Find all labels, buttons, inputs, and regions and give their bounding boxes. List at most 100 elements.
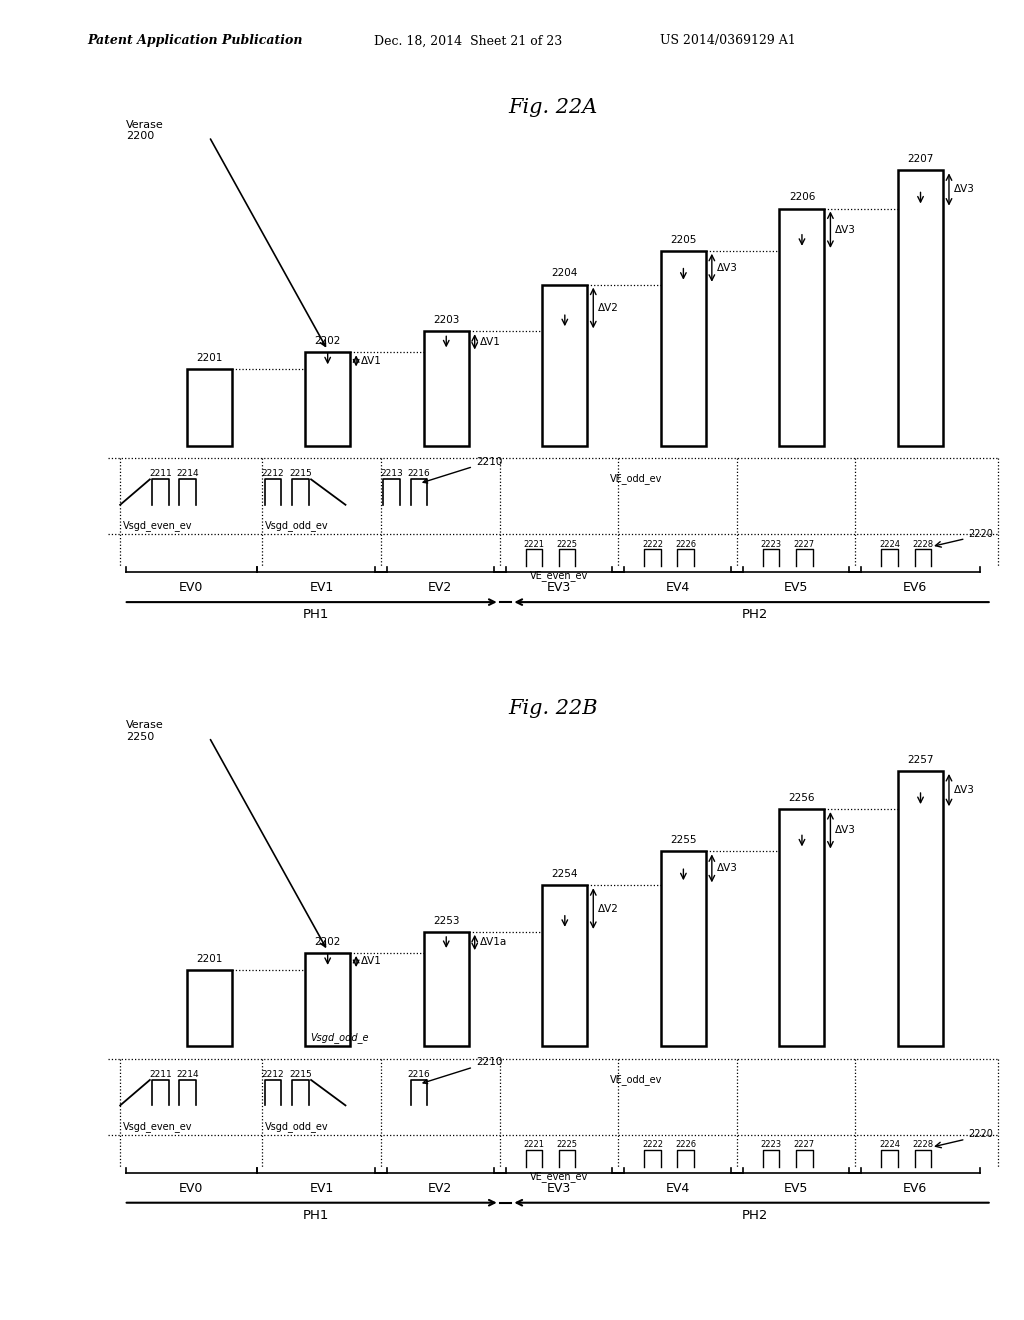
Bar: [660, 251, 706, 446]
Text: 2215: 2215: [289, 469, 311, 478]
Text: 2215: 2215: [289, 1069, 311, 1078]
Text: 2205: 2205: [670, 235, 696, 244]
Bar: [779, 209, 824, 446]
Text: PH2: PH2: [741, 609, 768, 622]
Text: Verase
2250: Verase 2250: [126, 721, 164, 742]
Text: 2214: 2214: [176, 469, 199, 478]
Text: EV4: EV4: [666, 581, 689, 594]
Text: ΔV1: ΔV1: [360, 356, 382, 366]
Text: Vsgd_odd_ev: Vsgd_odd_ev: [265, 1121, 329, 1131]
Text: 2256: 2256: [788, 793, 815, 803]
Text: ΔV1: ΔV1: [479, 337, 501, 347]
Text: 2201: 2201: [196, 953, 222, 964]
Text: 2204: 2204: [552, 268, 578, 279]
Text: ΔV3: ΔV3: [717, 863, 737, 874]
Text: ΔV2: ΔV2: [598, 904, 618, 913]
Text: 2224: 2224: [880, 1140, 900, 1150]
Text: 2213: 2213: [380, 469, 403, 478]
Text: EV6: EV6: [902, 581, 927, 594]
Text: EV3: EV3: [547, 1181, 571, 1195]
Text: VE_even_ev: VE_even_ev: [529, 1171, 588, 1181]
Text: ΔV3: ΔV3: [953, 185, 975, 194]
Text: 2224: 2224: [880, 540, 900, 549]
Text: 2221: 2221: [523, 1140, 545, 1150]
Text: 2220: 2220: [968, 1129, 993, 1139]
Text: 2227: 2227: [794, 540, 815, 549]
Text: 2226: 2226: [675, 1140, 696, 1150]
Text: 2222: 2222: [642, 1140, 664, 1150]
Text: ΔV3: ΔV3: [836, 825, 856, 836]
Bar: [898, 771, 943, 1047]
Text: 2211: 2211: [150, 1069, 172, 1078]
Text: 2220: 2220: [968, 528, 993, 539]
Text: 2228: 2228: [912, 540, 934, 549]
Text: ΔV3: ΔV3: [953, 785, 975, 795]
Bar: [424, 932, 469, 1047]
Text: EV5: EV5: [783, 581, 808, 594]
Text: 2203: 2203: [433, 315, 460, 325]
Text: Verase
2200: Verase 2200: [126, 120, 164, 141]
Text: 2202: 2202: [314, 937, 341, 946]
Bar: [543, 886, 588, 1047]
Text: 2222: 2222: [642, 540, 664, 549]
Text: ΔV3: ΔV3: [717, 263, 737, 273]
Text: 2211: 2211: [150, 469, 172, 478]
Text: VE_odd_ev: VE_odd_ev: [609, 474, 663, 484]
Text: EV2: EV2: [428, 581, 453, 594]
Text: ΔV2: ΔV2: [598, 304, 618, 313]
Text: Vsgd_odd_ev: Vsgd_odd_ev: [265, 520, 329, 531]
Text: 2257: 2257: [907, 755, 934, 764]
Text: 2223: 2223: [761, 540, 781, 549]
Bar: [305, 352, 350, 446]
Text: ΔV1a: ΔV1a: [479, 937, 507, 948]
Text: 2227: 2227: [794, 1140, 815, 1150]
Text: US 2014/0369129 A1: US 2014/0369129 A1: [660, 34, 797, 48]
Text: 2202: 2202: [314, 337, 341, 346]
Text: PH1: PH1: [303, 1209, 329, 1222]
Text: VE_odd_ev: VE_odd_ev: [609, 1074, 663, 1085]
Text: 2210: 2210: [423, 457, 502, 483]
Text: 2226: 2226: [675, 540, 696, 549]
Bar: [898, 170, 943, 446]
Text: EV3: EV3: [547, 581, 571, 594]
Text: EV2: EV2: [428, 1181, 453, 1195]
Text: PH1: PH1: [303, 609, 329, 622]
Text: Fig. 22A: Fig. 22A: [508, 99, 598, 117]
Text: 2210: 2210: [423, 1057, 502, 1084]
Bar: [424, 331, 469, 446]
Text: 2214: 2214: [176, 1069, 199, 1078]
Text: 2228: 2228: [912, 1140, 934, 1150]
Text: EV4: EV4: [666, 1181, 689, 1195]
Text: Vsgd_even_ev: Vsgd_even_ev: [123, 1121, 193, 1131]
Text: Vsgd_even_ev: Vsgd_even_ev: [123, 520, 193, 531]
Text: EV0: EV0: [179, 581, 204, 594]
Text: ΔV1: ΔV1: [360, 957, 382, 966]
Text: EV1: EV1: [309, 1181, 334, 1195]
Text: 2216: 2216: [408, 1069, 430, 1078]
Bar: [186, 370, 231, 446]
Bar: [305, 953, 350, 1047]
Bar: [186, 970, 231, 1047]
Text: 2216: 2216: [408, 469, 430, 478]
Text: Fig. 22B: Fig. 22B: [508, 700, 598, 718]
Text: VE_even_ev: VE_even_ev: [529, 570, 588, 581]
Text: EV1: EV1: [309, 581, 334, 594]
Text: Dec. 18, 2014  Sheet 21 of 23: Dec. 18, 2014 Sheet 21 of 23: [374, 34, 562, 48]
Bar: [779, 809, 824, 1047]
Text: EV5: EV5: [783, 1181, 808, 1195]
Text: PH2: PH2: [741, 1209, 768, 1222]
Text: 2207: 2207: [907, 154, 934, 164]
Text: 2225: 2225: [557, 540, 578, 549]
Text: Vsgd_odd_e: Vsgd_odd_e: [310, 1032, 369, 1043]
Text: Patent Application Publication: Patent Application Publication: [87, 34, 302, 48]
Text: EV6: EV6: [902, 1181, 927, 1195]
Text: 2223: 2223: [761, 1140, 781, 1150]
Text: 2206: 2206: [788, 193, 815, 202]
Text: 2201: 2201: [196, 352, 222, 363]
Text: 2253: 2253: [433, 916, 460, 925]
Bar: [543, 285, 588, 446]
Text: 2212: 2212: [262, 469, 285, 478]
Text: EV0: EV0: [179, 1181, 204, 1195]
Text: 2212: 2212: [262, 1069, 285, 1078]
Text: 2255: 2255: [670, 836, 696, 845]
